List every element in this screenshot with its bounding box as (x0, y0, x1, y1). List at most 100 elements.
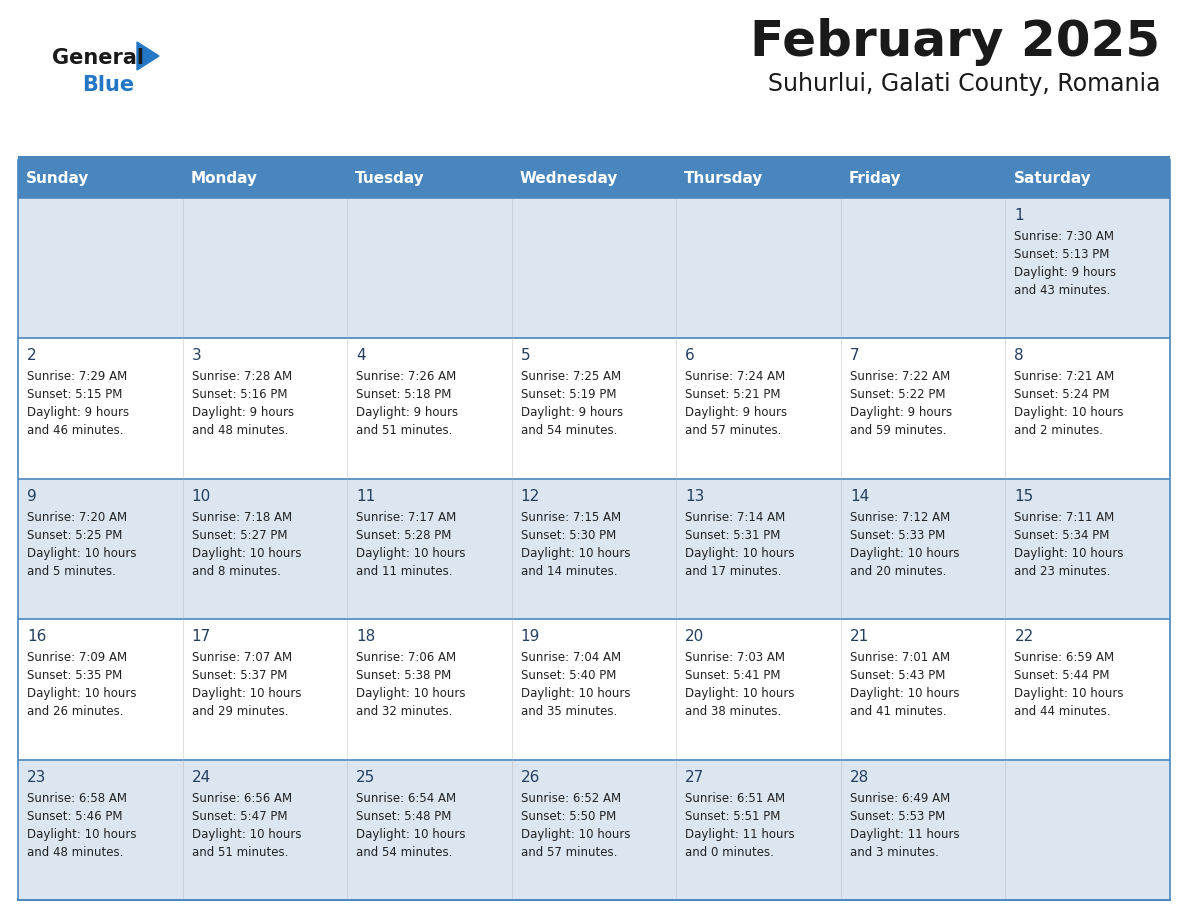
Text: 21: 21 (849, 629, 870, 644)
Text: Sunday: Sunday (26, 172, 89, 186)
Text: and 29 minutes.: and 29 minutes. (191, 705, 287, 718)
Text: Sunset: 5:35 PM: Sunset: 5:35 PM (27, 669, 122, 682)
Text: Sunset: 5:27 PM: Sunset: 5:27 PM (191, 529, 287, 542)
Text: Sunrise: 7:20 AM: Sunrise: 7:20 AM (27, 510, 127, 524)
Bar (18, 759, 1170, 900)
Text: Daylight: 10 hours: Daylight: 10 hours (1015, 547, 1124, 560)
Text: and 17 minutes.: and 17 minutes. (685, 565, 782, 577)
Text: Sunset: 5:51 PM: Sunset: 5:51 PM (685, 810, 781, 823)
Text: and 48 minutes.: and 48 minutes. (191, 424, 287, 437)
Text: 2: 2 (27, 349, 37, 364)
Text: and 0 minutes.: and 0 minutes. (685, 845, 775, 858)
Text: Daylight: 10 hours: Daylight: 10 hours (191, 688, 301, 700)
Text: Sunset: 5:24 PM: Sunset: 5:24 PM (1015, 388, 1110, 401)
Text: 28: 28 (849, 769, 870, 785)
Text: and 44 minutes.: and 44 minutes. (1015, 705, 1111, 718)
Text: and 8 minutes.: and 8 minutes. (191, 565, 280, 577)
Text: Blue: Blue (82, 75, 134, 95)
Text: Sunrise: 7:06 AM: Sunrise: 7:06 AM (356, 651, 456, 665)
Text: and 54 minutes.: and 54 minutes. (356, 845, 453, 858)
Bar (676, 160, 841, 198)
Text: Daylight: 10 hours: Daylight: 10 hours (191, 547, 301, 560)
Text: Saturday: Saturday (1013, 172, 1092, 186)
Text: Sunrise: 6:52 AM: Sunrise: 6:52 AM (520, 791, 621, 804)
Text: Daylight: 10 hours: Daylight: 10 hours (849, 547, 960, 560)
Text: Daylight: 10 hours: Daylight: 10 hours (520, 688, 630, 700)
Text: Wednesday: Wednesday (519, 172, 618, 186)
Text: Sunset: 5:37 PM: Sunset: 5:37 PM (191, 669, 287, 682)
Text: 6: 6 (685, 349, 695, 364)
Text: Daylight: 10 hours: Daylight: 10 hours (27, 688, 137, 700)
Text: and 14 minutes.: and 14 minutes. (520, 565, 618, 577)
Text: Sunrise: 7:26 AM: Sunrise: 7:26 AM (356, 370, 456, 384)
Text: Monday: Monday (190, 172, 258, 186)
Text: 12: 12 (520, 488, 541, 504)
Text: Daylight: 10 hours: Daylight: 10 hours (1015, 407, 1124, 420)
Bar (841, 160, 1005, 198)
Text: Sunset: 5:40 PM: Sunset: 5:40 PM (520, 669, 617, 682)
Text: 4: 4 (356, 349, 366, 364)
Text: Sunrise: 6:56 AM: Sunrise: 6:56 AM (191, 791, 292, 804)
Text: Daylight: 10 hours: Daylight: 10 hours (685, 547, 795, 560)
Text: Sunset: 5:25 PM: Sunset: 5:25 PM (27, 529, 122, 542)
Text: Sunset: 5:47 PM: Sunset: 5:47 PM (191, 810, 287, 823)
Text: 18: 18 (356, 629, 375, 644)
Text: and 35 minutes.: and 35 minutes. (520, 705, 617, 718)
Text: and 32 minutes.: and 32 minutes. (356, 705, 453, 718)
Text: 16: 16 (27, 629, 46, 644)
Text: Daylight: 11 hours: Daylight: 11 hours (685, 828, 795, 841)
Text: Sunrise: 6:54 AM: Sunrise: 6:54 AM (356, 791, 456, 804)
Text: 17: 17 (191, 629, 210, 644)
Text: Daylight: 10 hours: Daylight: 10 hours (685, 688, 795, 700)
Text: and 11 minutes.: and 11 minutes. (356, 565, 453, 577)
Text: and 51 minutes.: and 51 minutes. (191, 845, 287, 858)
Bar (183, 160, 347, 198)
Text: Sunset: 5:50 PM: Sunset: 5:50 PM (520, 810, 615, 823)
Text: Sunrise: 7:09 AM: Sunrise: 7:09 AM (27, 651, 127, 665)
Text: Tuesday: Tuesday (355, 172, 425, 186)
Text: Sunrise: 7:14 AM: Sunrise: 7:14 AM (685, 510, 785, 524)
Text: and 59 minutes.: and 59 minutes. (849, 424, 946, 437)
Text: 1: 1 (1015, 208, 1024, 223)
Text: Sunset: 5:43 PM: Sunset: 5:43 PM (849, 669, 946, 682)
Text: Sunrise: 7:04 AM: Sunrise: 7:04 AM (520, 651, 621, 665)
Text: Daylight: 9 hours: Daylight: 9 hours (356, 407, 459, 420)
Text: February 2025: February 2025 (750, 18, 1159, 66)
Text: Daylight: 10 hours: Daylight: 10 hours (520, 547, 630, 560)
Text: 27: 27 (685, 769, 704, 785)
Text: Sunrise: 7:22 AM: Sunrise: 7:22 AM (849, 370, 950, 384)
Text: Sunset: 5:22 PM: Sunset: 5:22 PM (849, 388, 946, 401)
Text: 5: 5 (520, 349, 530, 364)
Text: Sunset: 5:44 PM: Sunset: 5:44 PM (1015, 669, 1110, 682)
Text: Friday: Friday (849, 172, 902, 186)
Text: Sunset: 5:33 PM: Sunset: 5:33 PM (849, 529, 946, 542)
Text: Daylight: 10 hours: Daylight: 10 hours (356, 547, 466, 560)
Text: Daylight: 10 hours: Daylight: 10 hours (356, 828, 466, 841)
Text: Sunrise: 6:59 AM: Sunrise: 6:59 AM (1015, 651, 1114, 665)
Text: Sunset: 5:48 PM: Sunset: 5:48 PM (356, 810, 451, 823)
Text: Sunrise: 7:24 AM: Sunrise: 7:24 AM (685, 370, 785, 384)
Text: Daylight: 10 hours: Daylight: 10 hours (520, 828, 630, 841)
Text: and 48 minutes.: and 48 minutes. (27, 845, 124, 858)
Bar (1005, 160, 1170, 198)
Text: 14: 14 (849, 488, 870, 504)
Text: Daylight: 9 hours: Daylight: 9 hours (1015, 266, 1117, 279)
Bar (18, 479, 1170, 620)
Text: and 2 minutes.: and 2 minutes. (1015, 424, 1104, 437)
Text: Sunset: 5:28 PM: Sunset: 5:28 PM (356, 529, 451, 542)
Text: Sunset: 5:19 PM: Sunset: 5:19 PM (520, 388, 617, 401)
Text: 8: 8 (1015, 349, 1024, 364)
Text: Daylight: 10 hours: Daylight: 10 hours (191, 828, 301, 841)
Text: 23: 23 (27, 769, 46, 785)
Text: Sunrise: 7:17 AM: Sunrise: 7:17 AM (356, 510, 456, 524)
Text: Daylight: 10 hours: Daylight: 10 hours (1015, 688, 1124, 700)
Text: Sunset: 5:15 PM: Sunset: 5:15 PM (27, 388, 122, 401)
Text: Sunrise: 7:21 AM: Sunrise: 7:21 AM (1015, 370, 1114, 384)
Text: Sunset: 5:13 PM: Sunset: 5:13 PM (1015, 248, 1110, 261)
Text: and 38 minutes.: and 38 minutes. (685, 705, 782, 718)
Text: Daylight: 10 hours: Daylight: 10 hours (27, 828, 137, 841)
Text: Sunrise: 6:58 AM: Sunrise: 6:58 AM (27, 791, 127, 804)
Text: Sunrise: 7:25 AM: Sunrise: 7:25 AM (520, 370, 621, 384)
Text: Daylight: 9 hours: Daylight: 9 hours (685, 407, 788, 420)
Text: and 20 minutes.: and 20 minutes. (849, 565, 946, 577)
